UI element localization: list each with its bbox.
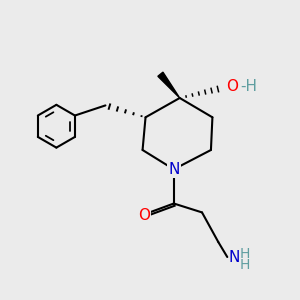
Text: O: O [226, 79, 238, 94]
Text: H: H [240, 258, 250, 272]
Text: N: N [168, 162, 179, 177]
Text: -H: -H [240, 79, 257, 94]
Text: O: O [138, 208, 150, 223]
Text: H: H [240, 247, 250, 261]
Text: N: N [229, 250, 240, 265]
Polygon shape [158, 72, 180, 98]
